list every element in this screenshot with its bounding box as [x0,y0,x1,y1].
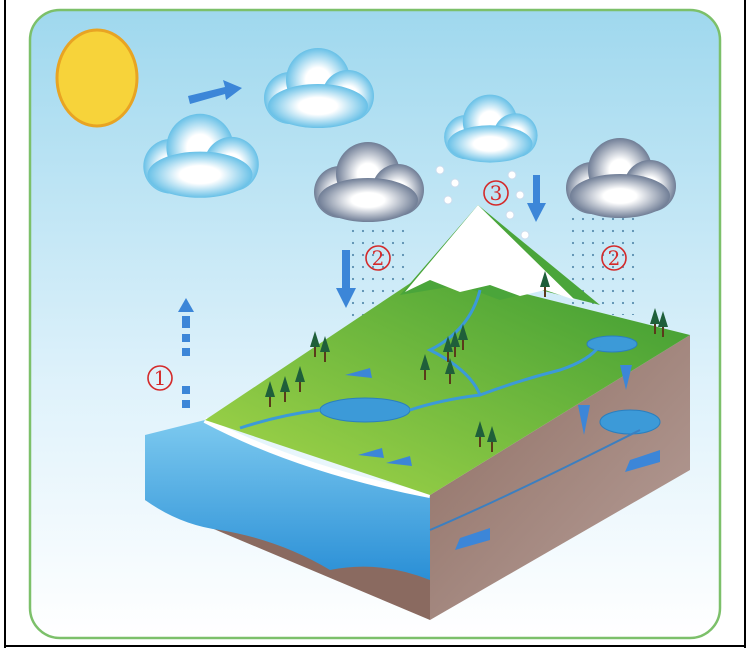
step-label: 1 [154,366,167,390]
sun [57,30,137,126]
step-label: 2 [372,246,385,270]
water-cycle-diagram: 1 2 3 2 [0,0,750,648]
step-label: 3 [490,181,503,205]
step-label: 2 [608,246,621,270]
